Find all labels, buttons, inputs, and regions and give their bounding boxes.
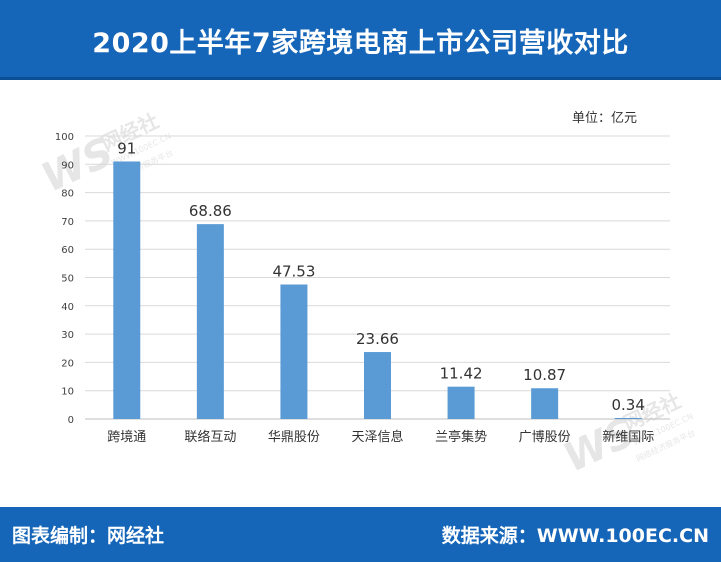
x-tick-label: 联络互动 <box>184 429 236 445</box>
y-tick-label: 100 <box>55 132 74 143</box>
x-tick-label: 广博股份 <box>519 430 571 445</box>
y-tick-label: 0 <box>68 415 74 426</box>
data-label: 23.66 <box>356 330 399 348</box>
data-label: 0.34 <box>612 396 645 414</box>
bar <box>447 386 475 419</box>
x-tick-label: 天泽信息 <box>351 429 403 445</box>
unit-label: 单位：亿元 <box>571 111 637 126</box>
title-banner: 2020上半年7家跨境电商上市公司营收对比 <box>0 0 721 80</box>
y-tick-label: 40 <box>61 302 74 313</box>
chart-title: 2020上半年7家跨境电商上市公司营收对比 <box>92 27 629 59</box>
banner-divider <box>0 77 721 80</box>
x-tick-label: 兰亭集势 <box>435 429 487 445</box>
footer-credit: 图表编制：网经社 <box>12 525 165 547</box>
data-label: 91 <box>117 139 136 157</box>
bar <box>531 388 559 419</box>
bar <box>113 161 141 419</box>
y-tick-label: 90 <box>61 160 74 171</box>
x-tick-label: 华鼎股份 <box>268 430 320 445</box>
data-label: 10.87 <box>523 366 566 384</box>
y-tick-label: 30 <box>61 330 74 341</box>
footer-banner: 图表编制：网经社 数据来源：WWW.100EC.CN <box>0 507 721 562</box>
bar-chart: 0 10 20 30 40 50 60 70 80 90 100 91 68.86 47.53 23.66… <box>55 132 670 445</box>
footer-source: 数据来源：WWW.100EC.CN <box>441 525 709 547</box>
data-label: 68.86 <box>189 202 232 220</box>
bar <box>280 284 308 419</box>
y-tick-label: 50 <box>61 274 74 285</box>
y-tick-label: 20 <box>61 358 74 369</box>
y-tick-label: 70 <box>61 217 74 228</box>
data-label: 11.42 <box>440 365 483 383</box>
y-tick-label: 80 <box>61 189 74 200</box>
data-label: 47.53 <box>272 262 315 280</box>
x-tick-label: 新维国际 <box>602 429 654 445</box>
y-tick-label: 10 <box>61 387 74 398</box>
bar <box>614 418 642 419</box>
bar <box>364 352 391 419</box>
bar <box>196 224 224 419</box>
y-tick-label: 60 <box>61 245 74 256</box>
x-tick-label: 跨境通 <box>107 430 146 445</box>
